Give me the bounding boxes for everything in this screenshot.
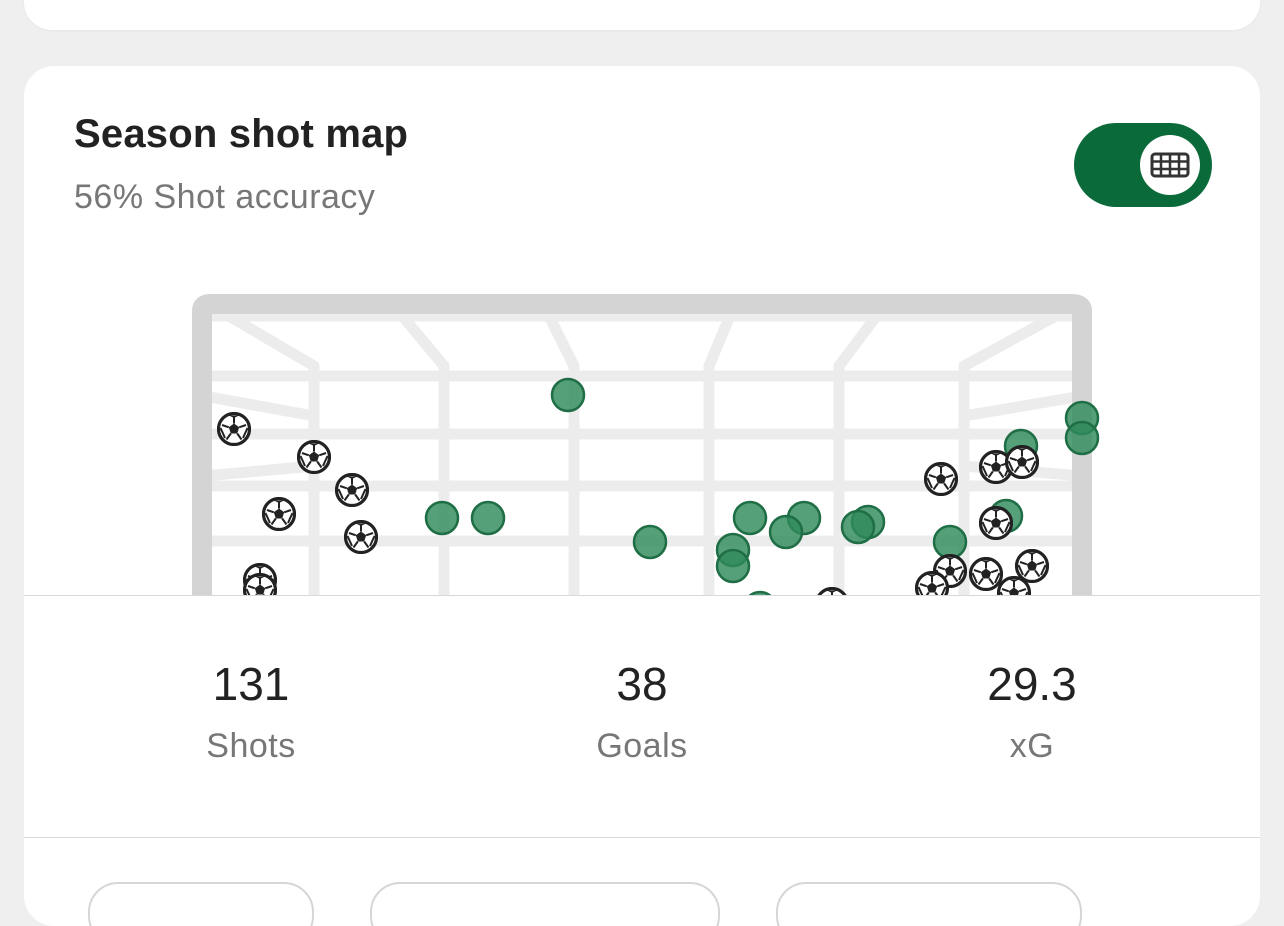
shot-marker[interactable]: [768, 514, 804, 550]
goal-ball-icon[interactable]: [217, 412, 251, 446]
toggle-knob: [1140, 135, 1200, 195]
goal-ball-icon[interactable]: [915, 571, 949, 597]
stat-goals: 38 Goals: [492, 656, 792, 766]
xg-value: 29.3: [987, 658, 1077, 710]
goals-layer: [217, 412, 1049, 597]
shot-marker[interactable]: [632, 524, 668, 560]
filter-chips: [24, 876, 1260, 926]
goal-ball-icon[interactable]: [344, 520, 378, 554]
divider-bottom: [24, 837, 1260, 838]
goal-ball-icon[interactable]: [1005, 445, 1039, 479]
divider-top: [24, 595, 1260, 596]
goal-ball-icon[interactable]: [297, 440, 331, 474]
filter-chip[interactable]: [776, 882, 1082, 926]
shot-marker[interactable]: [470, 500, 506, 536]
goal-ball-icon[interactable]: [979, 506, 1013, 540]
previous-card: [24, 0, 1260, 30]
shot-marker[interactable]: [550, 377, 586, 413]
stat-xg: 29.3 xG: [882, 656, 1182, 766]
shots-label: Shots: [206, 727, 296, 765]
goals-value: 38: [616, 658, 668, 710]
shot-map: [24, 266, 1260, 596]
shot-marker[interactable]: [932, 524, 968, 560]
shot-marker[interactable]: [732, 500, 768, 536]
shot-marker[interactable]: [424, 500, 460, 536]
shots-value: 131: [212, 658, 290, 710]
stats-row: 131 Shots 38 Goals 29.3 xG: [24, 656, 1260, 766]
shot-marker[interactable]: [715, 548, 751, 584]
goals-label: Goals: [596, 727, 688, 765]
shot-marker[interactable]: [840, 509, 876, 545]
goal-ball-icon[interactable]: [335, 473, 369, 507]
filter-chip[interactable]: [370, 882, 720, 926]
filter-chip[interactable]: [88, 882, 314, 926]
goal-svg: [192, 294, 1100, 597]
goal-ball-icon[interactable]: [924, 462, 958, 496]
shot-marker[interactable]: [1064, 420, 1100, 456]
goal-view-toggle[interactable]: [1074, 123, 1212, 207]
goal-ball-icon[interactable]: [969, 557, 1003, 591]
card-subtitle: 56% Shot accuracy: [74, 178, 376, 216]
goal-ball-icon[interactable]: [997, 576, 1031, 597]
goal-frame: [192, 294, 1092, 596]
goal-ball-icon[interactable]: [1015, 549, 1049, 583]
stat-shots: 131 Shots: [101, 656, 401, 766]
goal-ball-icon[interactable]: [243, 573, 277, 597]
card-title: Season shot map: [74, 112, 409, 156]
shot-map-card: Season shot map 56% Shot accuracy: [24, 66, 1260, 926]
xg-label: xG: [1009, 727, 1055, 765]
goal-net-icon: [1150, 152, 1190, 178]
goal-ball-icon[interactable]: [262, 497, 296, 531]
